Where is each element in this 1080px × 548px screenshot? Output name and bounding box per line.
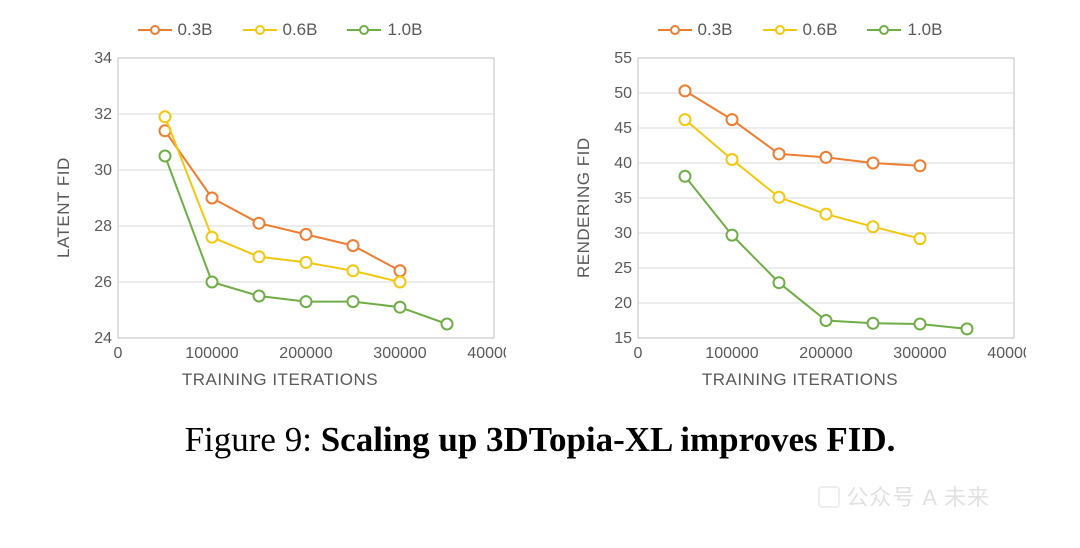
legend-item-s03b: 0.3B bbox=[138, 20, 213, 40]
svg-text:100000: 100000 bbox=[705, 345, 758, 362]
svg-text:15: 15 bbox=[614, 330, 632, 347]
svg-text:300000: 300000 bbox=[893, 345, 946, 362]
legend-label: 0.6B bbox=[803, 20, 838, 40]
right-chart-panel: 0.3B 0.6B 1.0B RENDERING FID 15 20 25 30 35 40 4… bbox=[560, 20, 1040, 390]
left-plot-wrap: LATENT FID 24 26 28 30 32 34 0 100000 200000 3000… bbox=[54, 48, 506, 368]
svg-text:50: 50 bbox=[614, 85, 632, 102]
left-plot-svg: 24 26 28 30 32 34 0 100000 200000 300000 400000 bbox=[76, 48, 506, 368]
charts-row: 0.3B 0.6B 1.0B LATENT FID 24 26 28 30 32 34 0 100… bbox=[10, 0, 1070, 400]
legend-swatch bbox=[138, 23, 172, 37]
svg-text:34: 34 bbox=[94, 50, 112, 67]
svg-text:30: 30 bbox=[94, 162, 112, 179]
svg-text:0: 0 bbox=[634, 345, 643, 362]
svg-text:45: 45 bbox=[614, 120, 632, 137]
right-xlabel: TRAINING ITERATIONS bbox=[702, 370, 898, 390]
svg-text:400000: 400000 bbox=[987, 345, 1026, 362]
legend-item-s06b: 0.6B bbox=[763, 20, 838, 40]
svg-text:40: 40 bbox=[614, 155, 632, 172]
caption-bold: Scaling up 3DTopia-XL improves FID. bbox=[321, 420, 896, 459]
svg-text:100000: 100000 bbox=[185, 345, 238, 362]
left-ylabel: LATENT FID bbox=[54, 48, 74, 368]
left-chart-panel: 0.3B 0.6B 1.0B LATENT FID 24 26 28 30 32 34 0 100… bbox=[40, 20, 520, 390]
svg-text:32: 32 bbox=[94, 106, 112, 123]
right-plot-wrap: RENDERING FID 15 20 25 30 35 40 45 50 55 0 100000 2… bbox=[574, 48, 1026, 368]
svg-text:26: 26 bbox=[94, 274, 112, 291]
legend-label: 0.6B bbox=[283, 20, 318, 40]
legend-item-s03b: 0.3B bbox=[658, 20, 733, 40]
svg-text:400000: 400000 bbox=[467, 345, 506, 362]
caption-prefix: Figure 9: bbox=[185, 420, 321, 459]
svg-text:200000: 200000 bbox=[279, 345, 332, 362]
svg-text:300000: 300000 bbox=[373, 345, 426, 362]
right-legend: 0.3B 0.6B 1.0B bbox=[658, 20, 943, 40]
svg-text:0: 0 bbox=[114, 345, 123, 362]
watermark-icon bbox=[818, 486, 840, 508]
legend-item-s10b: 1.0B bbox=[867, 20, 942, 40]
legend-item-s10b: 1.0B bbox=[347, 20, 422, 40]
svg-text:28: 28 bbox=[94, 218, 112, 235]
svg-text:200000: 200000 bbox=[799, 345, 852, 362]
svg-text:35: 35 bbox=[614, 190, 632, 207]
right-plot-svg: 15 20 25 30 35 40 45 50 55 0 100000 200000 300000 400… bbox=[596, 48, 1026, 368]
svg-text:25: 25 bbox=[614, 260, 632, 277]
legend-label: 1.0B bbox=[387, 20, 422, 40]
legend-swatch bbox=[658, 23, 692, 37]
watermark-text: 公众号 A 未来 bbox=[846, 485, 990, 510]
left-xlabel: TRAINING ITERATIONS bbox=[182, 370, 378, 390]
legend-item-s06b: 0.6B bbox=[243, 20, 318, 40]
legend-label: 0.3B bbox=[698, 20, 733, 40]
legend-label: 1.0B bbox=[907, 20, 942, 40]
svg-text:30: 30 bbox=[614, 225, 632, 242]
figure: 0.3B 0.6B 1.0B LATENT FID 24 26 28 30 32 34 0 100… bbox=[0, 0, 1080, 460]
svg-text:20: 20 bbox=[614, 295, 632, 312]
figure-caption: Figure 9: Scaling up 3DTopia-XL improves… bbox=[185, 420, 896, 460]
legend-swatch bbox=[347, 23, 381, 37]
legend-swatch bbox=[243, 23, 277, 37]
left-legend: 0.3B 0.6B 1.0B bbox=[138, 20, 423, 40]
legend-swatch bbox=[763, 23, 797, 37]
right-ylabel: RENDERING FID bbox=[574, 48, 594, 368]
legend-label: 0.3B bbox=[178, 20, 213, 40]
watermark: 公众号 A 未来 bbox=[818, 480, 990, 512]
svg-text:55: 55 bbox=[614, 50, 632, 67]
svg-text:24: 24 bbox=[94, 330, 112, 347]
legend-swatch bbox=[867, 23, 901, 37]
